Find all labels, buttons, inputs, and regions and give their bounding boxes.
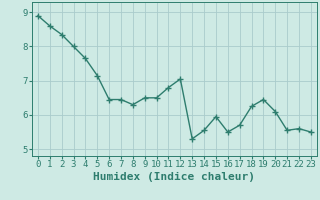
X-axis label: Humidex (Indice chaleur): Humidex (Indice chaleur) bbox=[93, 172, 255, 182]
